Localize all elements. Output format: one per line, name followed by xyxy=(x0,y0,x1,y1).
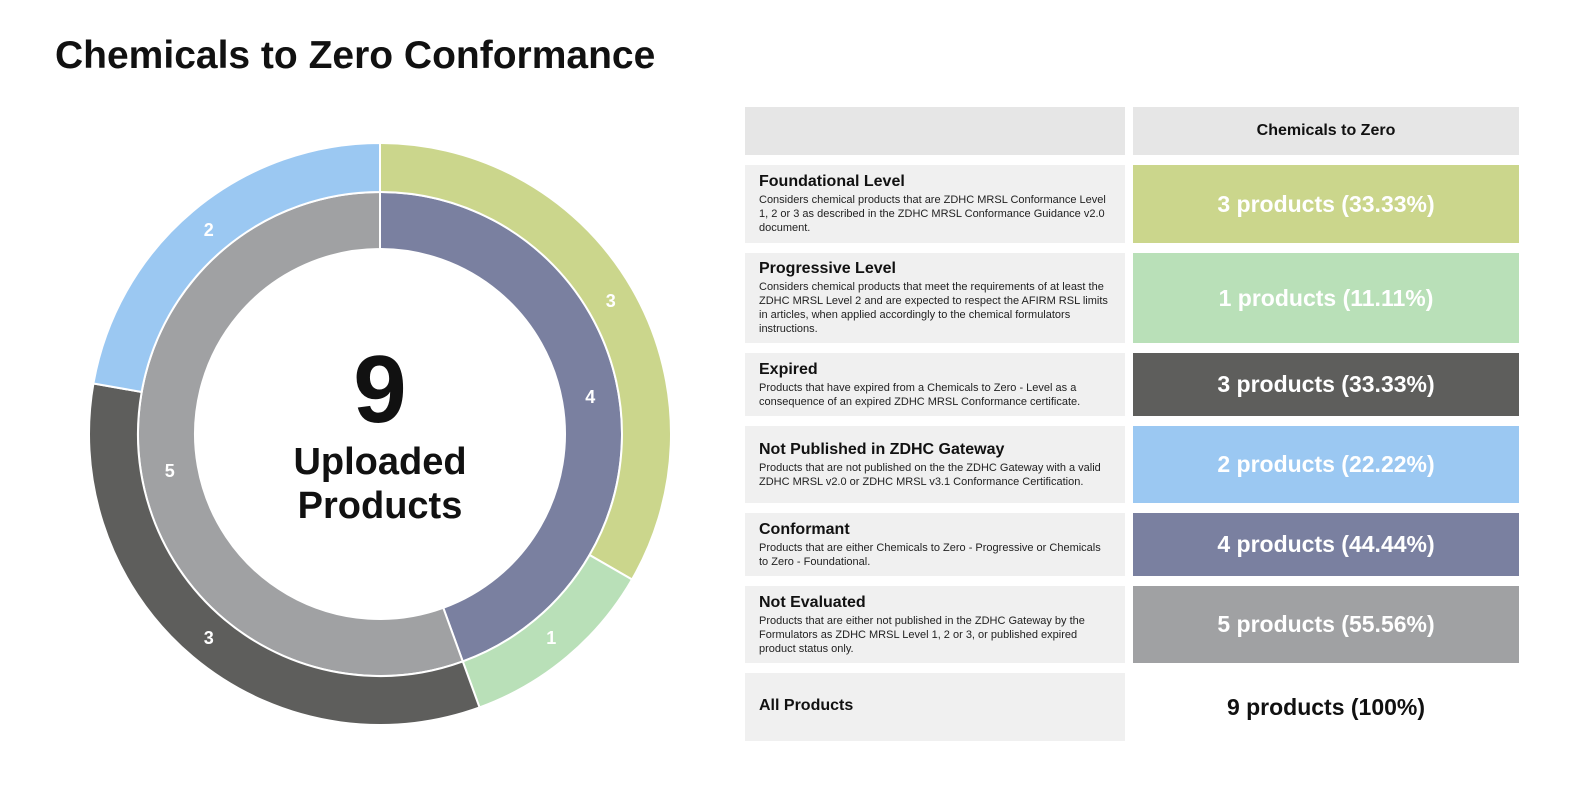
row-title: All Products xyxy=(759,697,854,714)
row-title: Progressive Level xyxy=(759,260,896,277)
header-column-title: Chemicals to Zero xyxy=(1133,107,1519,155)
row-value: 3 products (33.33%) xyxy=(1133,165,1519,243)
row-label-cell: Foundational Level Considers chemical pr… xyxy=(745,165,1125,243)
row-label-cell: Conformant Products that are either Chem… xyxy=(745,513,1125,576)
row-value: 1 products (11.11%) xyxy=(1133,253,1519,343)
table-row-foundational: Foundational Level Considers chemical pr… xyxy=(745,165,1519,243)
donut-segments xyxy=(88,141,672,726)
row-title: Not Published in ZDHC Gateway xyxy=(759,440,1005,458)
row-label-cell: Not Published in ZDHC Gateway Products t… xyxy=(745,426,1125,503)
table-row-not-evaluated: Not Evaluated Products that are either n… xyxy=(745,586,1519,663)
page-title: Chemicals to Zero Conformance xyxy=(55,34,656,77)
row-title: Not Evaluated xyxy=(759,593,866,611)
row-value: 2 products (22.22%) xyxy=(1133,426,1519,503)
row-label-cell: Expired Products that have expired from … xyxy=(745,353,1125,416)
outer-ring-segment-label-1: 1 xyxy=(546,628,556,648)
row-description: Products that are not published on the t… xyxy=(759,461,1101,488)
outer-ring-segment-3 xyxy=(92,141,381,394)
conformance-table: Chemicals to Zero Foundational Level Con… xyxy=(745,107,1519,751)
table-row-progressive: Progressive Level Considers chemical pro… xyxy=(745,253,1519,343)
row-description: Products that have expired from a Chemic… xyxy=(759,381,1081,408)
row-label-cell: Progressive Level Considers chemical pro… xyxy=(745,253,1125,343)
donut-chart: 4 5 3 1 3 2 9 Uploaded Products xyxy=(88,141,672,726)
row-label-cell: All Products xyxy=(745,673,1125,741)
row-description: Considers chemical products that are ZDH… xyxy=(759,194,1106,234)
center-label-line2: Products xyxy=(298,485,463,527)
center-total: 9 xyxy=(353,336,406,443)
row-label-cell: Not Evaluated Products that are either n… xyxy=(745,586,1125,663)
table-row-expired: Expired Products that have expired from … xyxy=(745,353,1519,416)
inner-ring-segment-label-1: 5 xyxy=(165,461,175,481)
table-row-conformant: Conformant Products that are either Chem… xyxy=(745,513,1519,576)
row-title: Conformant xyxy=(759,520,850,538)
donut-segment-labels: 4 5 3 1 3 2 xyxy=(165,220,616,648)
row-value: 3 products (33.33%) xyxy=(1133,353,1519,416)
outer-ring-segment-label-3: 2 xyxy=(204,220,214,240)
row-description: Products that are either Chemicals to Ze… xyxy=(759,541,1101,568)
inner-ring-segment-label-0: 4 xyxy=(585,387,595,407)
outer-ring-segment-label-2: 3 xyxy=(204,628,214,648)
table-row-not-published: Not Published in ZDHC Gateway Products t… xyxy=(745,426,1519,503)
table-row-all-products: All Products 9 products (100%) xyxy=(745,673,1519,741)
table-header-row: Chemicals to Zero xyxy=(745,107,1519,155)
row-title: Expired xyxy=(759,360,818,378)
row-description: Considers chemical products that meet th… xyxy=(759,281,1108,335)
row-value-total: 9 products (100%) xyxy=(1133,673,1519,741)
header-left-cell xyxy=(745,107,1125,155)
outer-ring-segment-label-0: 3 xyxy=(606,291,616,311)
row-description: Products that are either not published i… xyxy=(759,614,1085,655)
row-value: 4 products (44.44%) xyxy=(1133,513,1519,576)
center-label-line1: Uploaded xyxy=(293,441,466,483)
row-value: 5 products (55.56%) xyxy=(1133,586,1519,663)
row-title: Foundational Level xyxy=(759,173,905,190)
